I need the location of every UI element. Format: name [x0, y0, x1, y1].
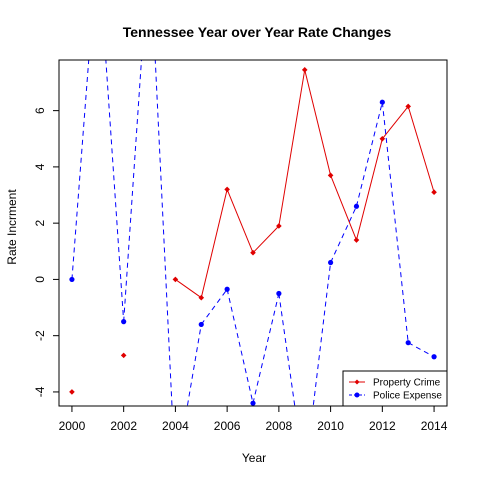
police-expense-segment [253, 293, 279, 403]
property-crime-point [121, 353, 127, 359]
police-expense-point [354, 204, 359, 209]
property-crime-segment [331, 175, 357, 240]
police-expense-point [328, 260, 333, 265]
x-tick-label: 2006 [214, 419, 241, 433]
property-crime-segment [305, 70, 331, 175]
police-expense-segment [305, 263, 331, 477]
property-crime-segment [408, 106, 434, 192]
legend-label: Police Expense [373, 391, 442, 402]
x-tick-label: 2000 [59, 419, 86, 433]
property-crime-point [69, 389, 75, 395]
property-crime-point [224, 187, 230, 193]
police-expense-segment [279, 293, 305, 476]
property-crime-point [431, 189, 437, 195]
police-expense-segment [331, 206, 357, 262]
legend-label: Property Crime [373, 378, 441, 389]
police-expense-point [380, 100, 385, 105]
y-axis: -4 -2 0 2 4 6 [33, 107, 59, 397]
y-tick-label: 6 [33, 107, 47, 114]
x-tick-label: 2010 [317, 419, 344, 433]
chart-title: Tennessee Year over Year Rate Changes [123, 24, 392, 40]
police-expense-point [431, 354, 436, 359]
police-expense-segment [72, 0, 98, 279]
police-expense-segment [382, 102, 408, 343]
x-axis-label: Year [242, 451, 266, 465]
property-crime-segment [175, 279, 201, 297]
property-crime-point [302, 67, 308, 73]
police-expense-segment [124, 0, 150, 322]
legend: Property Crime Police Expense [343, 371, 447, 406]
x-tick-label: 2014 [421, 419, 448, 433]
police-expense-point [121, 319, 126, 324]
property-crime-segment [227, 189, 253, 252]
property-crime-segment [253, 226, 279, 253]
y-tick-label: 4 [33, 163, 47, 170]
x-tick-label: 2008 [266, 419, 293, 433]
x-tick-label: 2004 [162, 419, 189, 433]
police-expense-point [250, 401, 255, 406]
police-expense-segment [408, 343, 434, 357]
y-tick-label: -4 [33, 386, 47, 397]
police-expense-segment [150, 0, 176, 476]
property-crime-point [354, 237, 360, 243]
police-expense-point [276, 291, 281, 296]
property-crime-point [328, 173, 334, 179]
property-crime-segment [356, 139, 382, 240]
police-expense-segment [201, 289, 227, 324]
property-crime-segment [201, 189, 227, 297]
police-expense-segment [227, 289, 253, 403]
police-expense-point [69, 277, 74, 282]
police-expense-segment [98, 0, 124, 322]
police-expense-point [199, 322, 204, 327]
x-axis: 2000 2002 2004 2006 2008 2010 2012 2014 [59, 406, 448, 433]
x-tick-label: 2002 [110, 419, 137, 433]
police-expense-point [225, 287, 230, 292]
police-expense-point [406, 340, 411, 345]
y-tick-label: -2 [33, 330, 47, 341]
x-tick-label: 2012 [369, 419, 396, 433]
legend-marker [355, 393, 360, 398]
property-crime-segment [279, 70, 305, 226]
police-expense-segment [175, 324, 201, 476]
y-axis-label: Rate Incrment [5, 189, 19, 265]
y-tick-label: 0 [33, 276, 47, 283]
y-tick-label: 2 [33, 219, 47, 226]
